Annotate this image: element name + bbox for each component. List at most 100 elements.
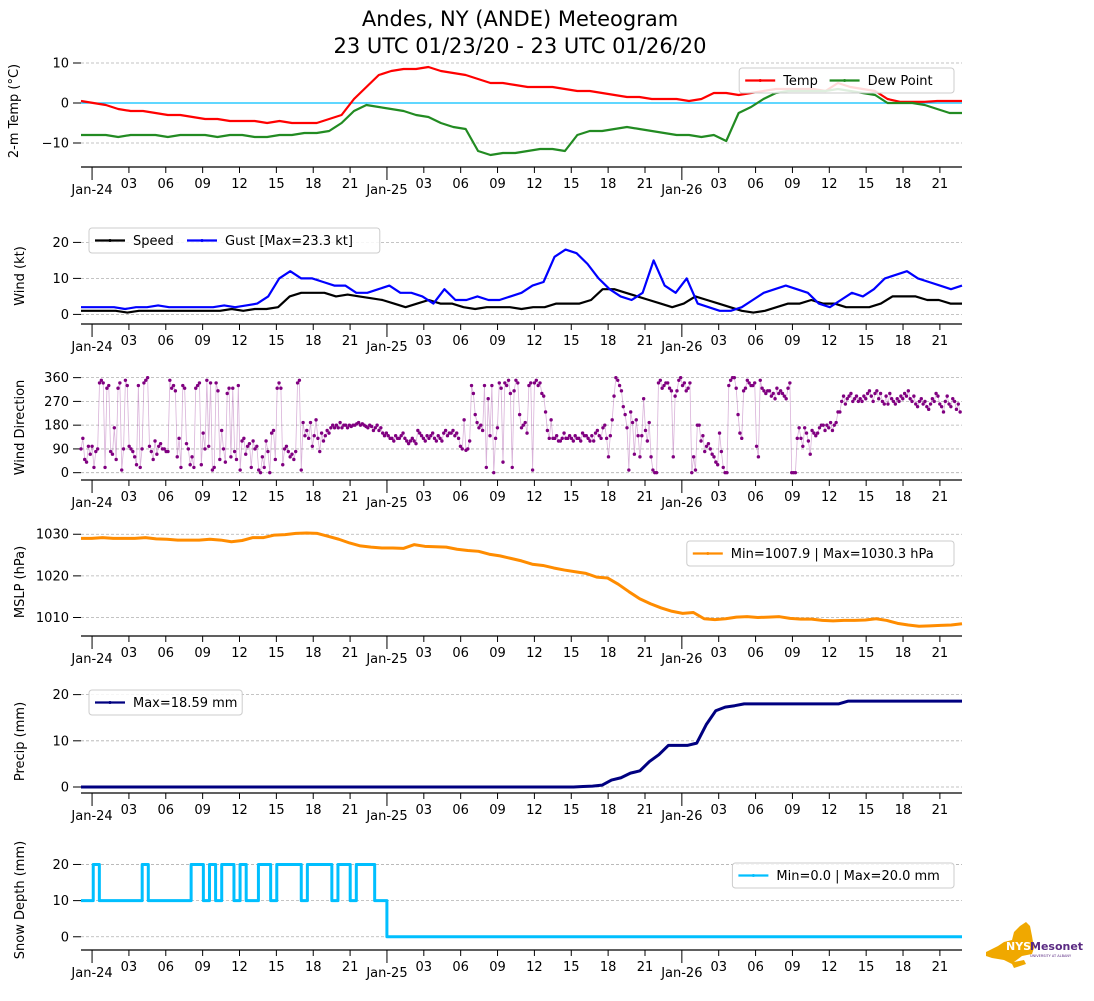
series-line-min-1007-9-max-1030-3-hpa	[81, 531, 963, 628]
wind-direction-point	[738, 431, 742, 435]
wind-direction-point	[321, 439, 326, 443]
wind-direction-point	[208, 381, 213, 385]
wind-direction-point	[651, 468, 655, 472]
wind-direction-point	[525, 431, 529, 435]
x-tick-label: 03	[121, 490, 138, 505]
wind-direction-point	[129, 447, 133, 451]
wind-direction-point	[495, 426, 500, 430]
wind-direction-point	[590, 434, 594, 438]
wind-direction-point	[603, 423, 607, 427]
wind-direction-point	[504, 383, 509, 388]
wind-direction-point	[430, 431, 435, 435]
wind-direction-point	[332, 426, 337, 430]
x-tick-label: 15	[858, 177, 875, 192]
wind-direction-point	[886, 402, 890, 406]
legend: Speed Gust [Max=23.3 kt]	[88, 227, 381, 254]
wind-direction-point	[954, 407, 959, 412]
wind-direction-point	[569, 436, 574, 441]
x-tick-label: 06	[452, 803, 469, 818]
wind-direction-point	[736, 412, 740, 417]
wind-direction-point	[79, 447, 83, 451]
wind-direction-point	[219, 428, 224, 433]
x-tick-label: Jan-25	[365, 496, 407, 511]
wind-direction-point	[238, 468, 242, 472]
wind-direction-point	[832, 423, 836, 427]
y-axis-label: MSLP (hPa)	[13, 546, 28, 618]
wind-direction-point	[701, 434, 705, 438]
x-tick-label: 18	[600, 803, 617, 818]
wind-direction-point	[536, 383, 540, 388]
x-tick-label: 18	[600, 960, 617, 975]
nys-mesonet-logo: NYS Mesonet UNIVERSITY AT ALBANY	[984, 920, 1084, 970]
y-tick-label: 0	[61, 781, 69, 796]
wind-direction-point	[782, 394, 787, 398]
wind-direction-point	[236, 383, 241, 388]
wind-direction-point	[88, 452, 92, 456]
wind-direction-point	[279, 386, 283, 390]
wind-direction-point	[928, 402, 933, 406]
wind-direction-point	[562, 431, 566, 435]
legend-label: Speed	[133, 234, 174, 249]
wind-direction-point	[801, 444, 805, 448]
wind-direction-point	[623, 412, 627, 417]
y-tick-label: −10	[42, 137, 69, 152]
x-tick-label: 15	[268, 177, 285, 192]
wind-direction-point	[771, 391, 775, 396]
wind-direction-point	[212, 465, 216, 470]
legend-label: Min=1007.9 | Max=1030.3 hPa	[731, 547, 934, 562]
wind-direction-point	[925, 404, 929, 409]
wind-direction-point	[540, 391, 544, 396]
wind-direction-point	[316, 436, 320, 441]
wind-direction-point	[888, 391, 892, 396]
wind-direction-point	[871, 399, 875, 404]
wind-direction-point	[445, 434, 450, 438]
wind-direction-point	[616, 378, 620, 382]
wind-direction-point	[369, 424, 374, 429]
wind-direction-point	[323, 434, 328, 438]
wind-direction-point	[244, 452, 248, 456]
wind-direction-point	[460, 447, 464, 451]
wind-direction-point	[934, 391, 938, 396]
wind-direction-point	[414, 441, 418, 446]
x-tick-label: Jan-24	[70, 652, 112, 667]
wind-direction-point	[232, 449, 237, 454]
wind-direction-point	[804, 431, 809, 435]
wind-direction-point	[912, 394, 916, 398]
wind-direction-point	[308, 420, 313, 425]
legend-label: Dew Point	[868, 74, 933, 89]
wind-direction-point	[926, 407, 931, 412]
legend-frame	[731, 862, 955, 889]
legend-frame	[88, 689, 243, 716]
y-tick-label: 0	[61, 466, 69, 481]
wind-direction-point	[860, 399, 864, 404]
wind-direction-point	[838, 410, 842, 414]
wind-direction-point	[286, 449, 290, 454]
wind-direction-point	[423, 439, 427, 443]
wind-direction-point	[847, 394, 851, 398]
y-tick-label: 10	[52, 894, 69, 909]
wind-direction-point	[179, 465, 183, 470]
y-tick-label: 10	[52, 734, 69, 749]
wind-direction-point	[756, 455, 761, 459]
x-tick-label: 21	[342, 490, 359, 505]
wind-direction-point	[908, 397, 912, 401]
wind-direction-point	[786, 386, 790, 390]
x-tick-label: 15	[563, 646, 580, 661]
wind-direction-point	[399, 434, 403, 438]
wind-direction-point	[103, 465, 107, 470]
x-tick-label: 06	[747, 803, 764, 818]
wind-direction-point	[112, 426, 117, 430]
wind-direction-point	[858, 397, 862, 401]
wind-direction-point	[442, 431, 446, 435]
x-tick-label: 09	[784, 803, 801, 818]
wind-direction-point	[830, 428, 835, 433]
chart-title-line2: 23 UTC 01/23/20 - 23 UTC 01/26/20	[333, 34, 707, 58]
wind-direction-point	[599, 436, 603, 441]
wind-direction-point	[401, 431, 405, 435]
x-tick-label: Jan-25	[365, 652, 407, 667]
wind-direction-point	[406, 441, 411, 446]
wind-direction-point	[284, 444, 289, 448]
wind-direction-point	[745, 378, 750, 382]
panel-snow: 20 10 0 Snow Depth (mm) Jan-24 03 06 09 12 15 18 21…	[13, 841, 962, 981]
wind-direction-point	[915, 404, 920, 409]
